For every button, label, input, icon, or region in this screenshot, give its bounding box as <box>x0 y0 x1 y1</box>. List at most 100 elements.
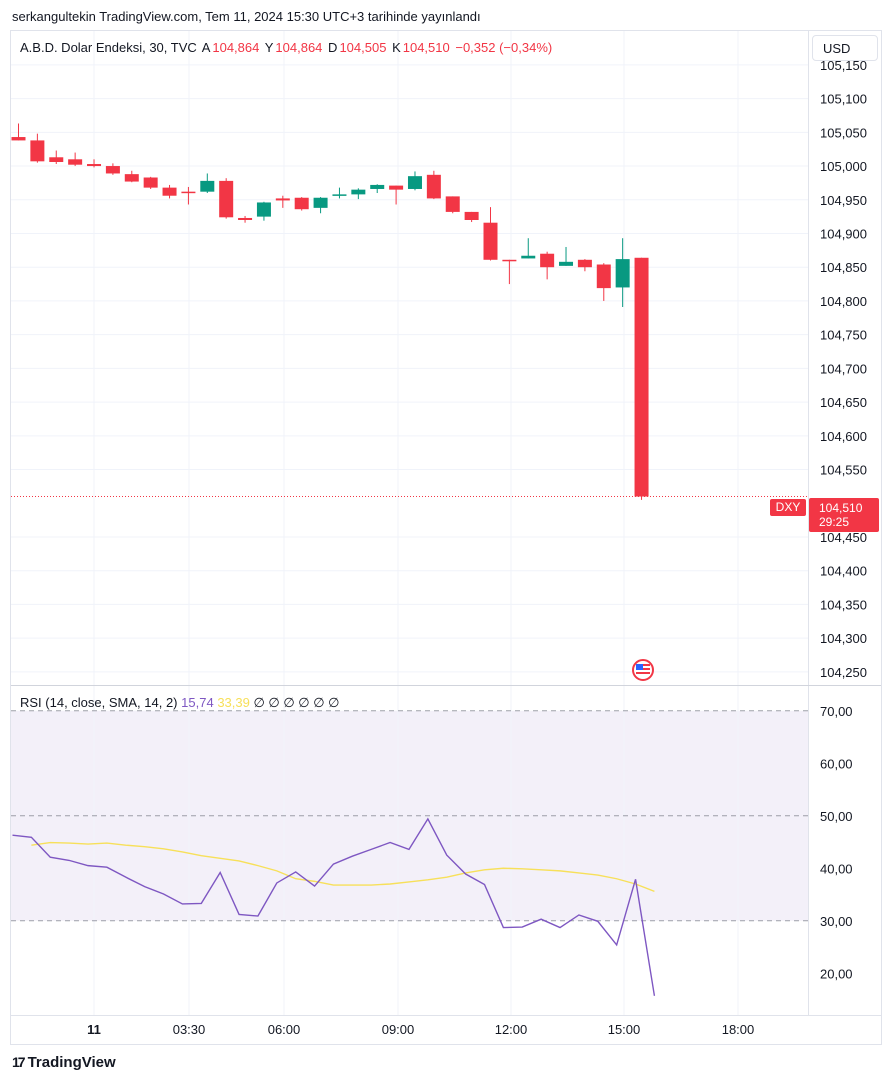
last-price-tag: 104,510 29:25 <box>809 498 879 532</box>
time-tick-label: 06:00 <box>268 1022 301 1037</box>
price-tick-label: 105,000 <box>820 159 867 174</box>
low-value: 104,505 <box>339 40 387 55</box>
candle <box>521 238 536 259</box>
candle <box>426 170 441 200</box>
symbol-tag: DXY <box>770 499 806 516</box>
candle <box>351 188 366 200</box>
candle-body <box>294 197 309 210</box>
candle <box>181 186 196 205</box>
rsi-tick-label: 40,00 <box>820 861 853 876</box>
price-tick-label: 104,600 <box>820 429 867 444</box>
candle-body <box>615 259 630 288</box>
candle-body <box>68 159 83 165</box>
price-tick-label: 104,700 <box>820 361 867 376</box>
candle <box>370 184 385 194</box>
high-label: Y <box>264 40 274 55</box>
candle <box>294 197 309 211</box>
price-tick-label: 104,300 <box>820 631 867 646</box>
candle-body <box>596 264 611 289</box>
candle-body <box>124 174 139 182</box>
bar-countdown: 29:25 <box>819 515 850 529</box>
candle <box>615 238 630 307</box>
rsi-sma-value: 33,39 <box>217 695 250 710</box>
price-tick-label: 104,400 <box>820 564 867 579</box>
candle-body <box>143 177 158 188</box>
rsi-value: 15,74 <box>181 695 214 710</box>
low-label: D <box>328 40 338 55</box>
price-tick-label: 104,350 <box>820 597 867 612</box>
candle-body <box>181 191 196 194</box>
symbol-legend: A.B.D. Dolar Endeksi, 30, TVC A 104,864 Y… <box>20 40 554 55</box>
candle <box>11 123 26 141</box>
candle-body <box>407 176 422 189</box>
candle-body <box>464 211 479 220</box>
price-tick-label: 105,150 <box>820 58 867 73</box>
candle <box>30 133 45 163</box>
candle-body <box>540 253 555 268</box>
rsi-title[interactable]: RSI (14, close, SMA, 14, 2) <box>20 695 178 710</box>
tradingview-logo-icon: 17 <box>12 1054 26 1070</box>
rsi-tick-label: 20,00 <box>820 966 853 981</box>
symbol-title[interactable]: A.B.D. Dolar Endeksi, 30, TVC <box>20 40 197 55</box>
candle-body <box>30 140 45 162</box>
last-price: 104,510 <box>819 501 863 515</box>
tradingview-brand[interactable]: 17 TradingView <box>12 1054 116 1071</box>
candle <box>540 251 555 280</box>
currency-button[interactable]: USD <box>812 35 878 61</box>
candle-body <box>256 202 271 217</box>
candle <box>143 176 158 189</box>
candle <box>445 196 460 214</box>
candle-body <box>219 180 234 218</box>
candle-body <box>521 255 536 259</box>
candle-body <box>313 197 328 208</box>
publish-caption: serkangultekin TradingView.com, Tem 11, … <box>12 9 481 24</box>
time-tick-label: 03:30 <box>173 1022 206 1037</box>
candle <box>49 150 64 165</box>
candle <box>464 211 479 223</box>
candle-body <box>634 257 649 497</box>
candle <box>559 246 574 266</box>
candle <box>332 187 347 199</box>
candle-body <box>483 222 498 260</box>
candle <box>200 173 215 194</box>
candle <box>256 201 271 221</box>
candle <box>162 184 177 199</box>
candle-body <box>200 180 215 192</box>
candle-body <box>426 174 441 199</box>
candle <box>483 207 498 261</box>
us-flag-icon[interactable] <box>632 659 654 681</box>
candle <box>238 215 253 223</box>
brand-name: TradingView <box>27 1054 116 1071</box>
candle <box>502 259 517 285</box>
candle-body <box>351 189 366 195</box>
time-tick-label: 18:00 <box>722 1022 755 1037</box>
candle <box>313 197 328 214</box>
change-value: −0,352 (−0,34%) <box>455 40 553 55</box>
candle-body <box>445 196 460 212</box>
rsi-tick-label: 70,00 <box>820 704 853 719</box>
candle <box>389 185 404 205</box>
candle <box>577 259 592 272</box>
rsi-tick-label: 30,00 <box>820 914 853 929</box>
candle <box>105 163 120 175</box>
candle-body <box>502 259 517 262</box>
candle-body <box>370 184 385 189</box>
price-tick-label: 104,800 <box>820 294 867 309</box>
candle-body <box>238 217 253 220</box>
price-tick-label: 105,100 <box>820 92 867 107</box>
price-tick-label: 104,750 <box>820 328 867 343</box>
candle-body <box>389 185 404 190</box>
candle <box>68 152 83 167</box>
price-tick-label: 104,550 <box>820 463 867 478</box>
candle-body <box>559 261 574 266</box>
candle-body <box>275 198 290 201</box>
price-tick-label: 104,650 <box>820 395 867 410</box>
candle <box>407 171 422 191</box>
rsi-extra-values: ∅ ∅ ∅ ∅ ∅ ∅ <box>253 695 340 710</box>
open-value: 104,864 <box>212 40 260 55</box>
open-label: A <box>201 40 211 55</box>
price-tick-label: 104,900 <box>820 226 867 241</box>
rsi-line <box>12 817 656 996</box>
candle <box>87 159 102 168</box>
